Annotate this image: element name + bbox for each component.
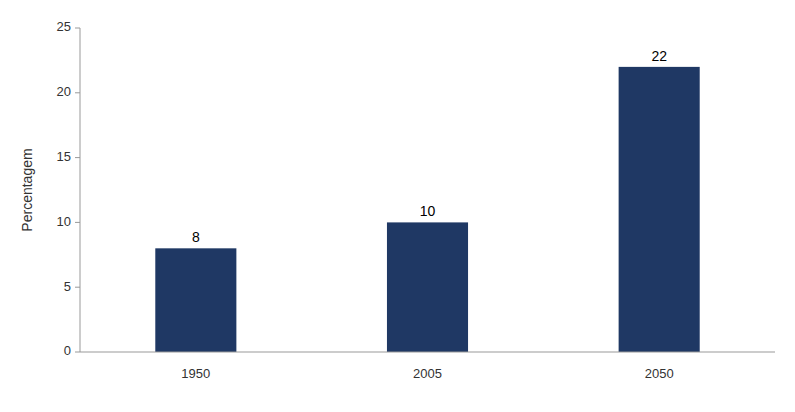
data-label: 22	[651, 48, 667, 64]
data-label: 10	[420, 203, 436, 219]
y-tick	[75, 92, 80, 93]
data-label: 8	[192, 229, 200, 245]
bar	[155, 248, 236, 352]
axes: 0 5 10 15 20 25 1950 2005 2050	[57, 19, 775, 381]
bars	[155, 67, 699, 352]
bar	[387, 222, 468, 352]
y-tick	[75, 352, 80, 353]
data-labels: 8 10 22	[192, 48, 667, 245]
y-tick	[75, 287, 80, 288]
y-tick-label: 5	[64, 279, 71, 294]
y-tick-label: 15	[57, 149, 71, 164]
y-tick-label: 20	[57, 84, 71, 99]
y-tick	[75, 222, 80, 223]
y-axis-label: Percentagem	[19, 148, 35, 231]
chart-svg: 0 5 10 15 20 25 1950 2005 2050 Percentagem 8 10 22	[0, 0, 795, 412]
y-axis-line	[80, 28, 81, 352]
y-tick	[75, 28, 80, 29]
x-tick-label: 2050	[645, 366, 674, 381]
y-tick	[75, 157, 80, 158]
y-tick-label: 25	[57, 19, 71, 34]
x-tick-label: 1950	[181, 366, 210, 381]
x-axis-line	[80, 352, 775, 353]
y-tick-label: 10	[57, 214, 71, 229]
chart-container: 0 5 10 15 20 25 1950 2005 2050 Percentagem 8 10 22	[0, 0, 795, 412]
x-tick-label: 2005	[413, 366, 442, 381]
y-tick-label: 0	[64, 343, 71, 358]
bar	[619, 67, 700, 352]
